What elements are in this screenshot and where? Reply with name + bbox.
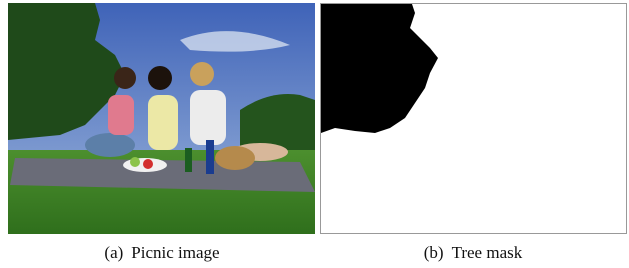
- caption-a: (a) Picnic image: [104, 243, 219, 262]
- figure: (a) Picnic image (b) Tree mask: [0, 0, 629, 268]
- tree-mask: [321, 4, 627, 234]
- panel-label: (b): [424, 243, 444, 262]
- picnic-image: [8, 3, 315, 234]
- caption-b: (b) Tree mask: [424, 243, 523, 262]
- panel-label: (a): [104, 243, 123, 262]
- caption-text: Picnic image: [131, 243, 219, 262]
- caption-text: Tree mask: [452, 243, 523, 262]
